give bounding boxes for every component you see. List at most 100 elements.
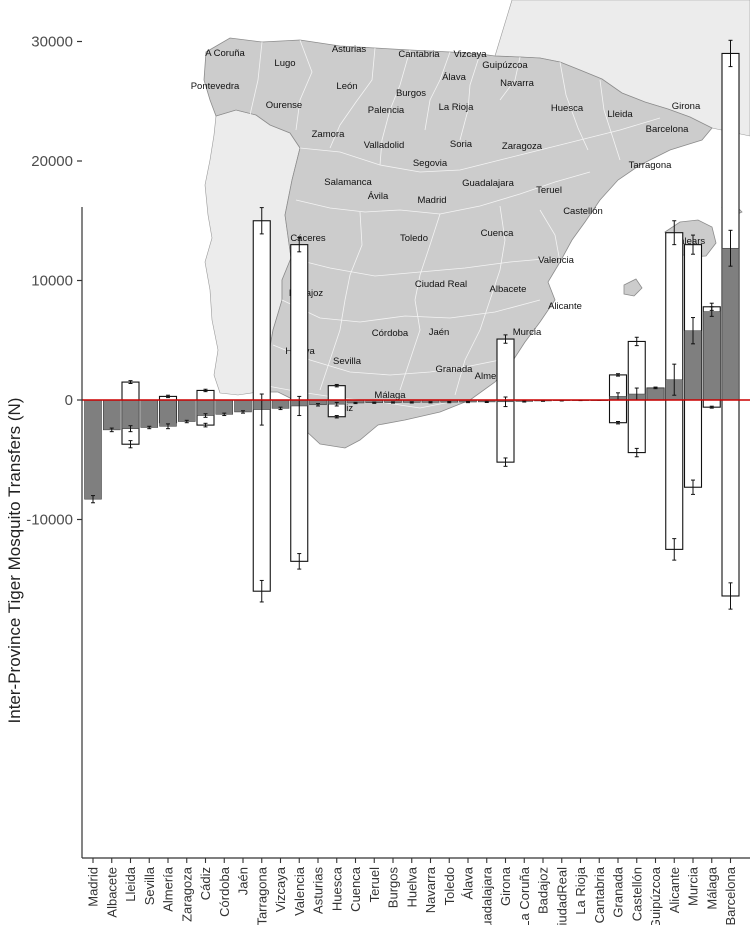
province-label: Cantabria xyxy=(398,49,440,60)
province-label: Toledo xyxy=(400,233,428,244)
province-label: Zaragoza xyxy=(502,141,543,152)
province-label: Ciudad Real xyxy=(415,279,467,290)
x-tick-label: Castellón xyxy=(629,867,644,921)
x-tick-label: Cádiz xyxy=(198,867,213,900)
net-bar xyxy=(140,399,158,428)
province-label: A Coruña xyxy=(205,48,245,59)
x-tick-label: Huelva xyxy=(404,866,419,907)
province-label: Tarragona xyxy=(629,160,672,171)
y-ticks: -10000 0 10000 20000 30000 xyxy=(26,34,82,529)
province-label: Guadalajara xyxy=(462,178,514,189)
province-label: Palencia xyxy=(368,105,405,116)
x-tick-label: Albacete xyxy=(104,867,119,918)
province-label: Cáceres xyxy=(290,233,326,244)
x-tick-label: Navarra xyxy=(423,866,438,913)
x-tick-label: Granada xyxy=(611,866,626,917)
province-label: Ourense xyxy=(266,100,302,111)
x-tick-label: Burgos xyxy=(386,867,401,909)
x-tick-label: Vizcaya xyxy=(273,866,288,912)
province-label: Lugo xyxy=(274,58,295,69)
x-tick-label: Tarragona xyxy=(254,866,269,925)
net-bars xyxy=(84,229,740,504)
x-tick-label: La Rioja xyxy=(573,866,588,914)
x-tick-label: Almería xyxy=(161,866,176,912)
province-label: Segovia xyxy=(413,158,448,169)
province-label: Pontevedra xyxy=(191,81,240,92)
y-tick-label: 10000 xyxy=(31,273,73,290)
x-tick-label: Girona xyxy=(498,866,513,906)
province-label: Salamanca xyxy=(324,177,372,188)
y-axis-label: Inter-Province Tiger Mosquito Transfers … xyxy=(5,398,24,724)
province-label: Sevilla xyxy=(333,356,362,367)
net-bar xyxy=(721,247,740,401)
province-label: Granada xyxy=(436,364,474,375)
x-tick-label: Madrid xyxy=(86,867,101,907)
net-bar xyxy=(215,399,233,415)
ibiza-island xyxy=(623,278,643,297)
net-bar xyxy=(159,399,177,427)
x-tick-label: Zaragoza xyxy=(179,866,194,922)
province-label: Zamora xyxy=(312,129,345,140)
net-bar xyxy=(646,387,665,401)
net-bar xyxy=(84,399,102,500)
x-tick-label: Badajoz xyxy=(536,867,551,914)
x-tick-label: Asturias xyxy=(311,867,326,914)
province-label: Balears xyxy=(673,236,705,247)
x-tick-label: Huesca xyxy=(329,866,344,911)
province-label: Valladolid xyxy=(364,140,405,151)
y-tick-label: -10000 xyxy=(26,512,73,529)
x-tick-label: Lleida xyxy=(123,866,138,901)
net-bar xyxy=(121,399,140,429)
spain-map: A Coruña Lugo Asturias Cantabria VizcayaGuip… xyxy=(191,0,750,449)
y-tick-label: 30000 xyxy=(31,34,73,51)
x-tick-label: Córdoba xyxy=(217,866,232,917)
province-label: Guipúzcoa xyxy=(482,60,528,71)
x-tick-label: Cantabria xyxy=(592,866,607,923)
net-bar xyxy=(196,399,215,416)
province-label: Álava xyxy=(442,72,466,83)
province-label: Asturias xyxy=(332,44,367,55)
province-label: Girona xyxy=(672,101,701,112)
province-label: Albacete xyxy=(490,284,527,295)
x-tick-label: Teruel xyxy=(367,867,382,903)
x-tick-label: Alicante xyxy=(667,867,682,913)
province-label: Málaga xyxy=(374,390,406,401)
province-borders xyxy=(249,39,661,409)
province-label: Teruel xyxy=(536,185,562,196)
province-label: Cuenca xyxy=(481,228,514,239)
spain-land xyxy=(203,37,713,449)
province-label: Valencia xyxy=(538,255,574,266)
x-tick-label: Murcia xyxy=(686,866,701,906)
x-tick-label: Málaga xyxy=(704,866,719,909)
province-label: Ávila xyxy=(368,191,389,202)
province-label: Lleida xyxy=(607,109,633,120)
province-label: Soria xyxy=(450,139,473,150)
x-tick-label: Álava xyxy=(461,866,476,899)
x-tick-label: Jaén xyxy=(236,867,251,895)
x-tick-label: Toledo xyxy=(442,867,457,905)
x-tick-label: Sevilla xyxy=(142,866,157,905)
province-label: Almería xyxy=(475,371,508,382)
province-label: Burgos xyxy=(396,88,426,99)
y-tick-label: 20000 xyxy=(31,153,73,170)
x-ticks: Madrid Albacete Lleida Sevilla Almería Zarago… xyxy=(86,858,738,925)
y-tick-label: 0 xyxy=(65,392,73,409)
x-tick-label: Cuenca xyxy=(348,866,363,912)
x-tick-label: La Coruña xyxy=(517,866,532,925)
net-bar xyxy=(234,399,252,413)
net-bar xyxy=(178,399,196,422)
province-label: Castellón xyxy=(563,206,603,217)
x-tick-label: Guadalajara xyxy=(479,866,494,925)
x-tick-label: Valencia xyxy=(292,866,307,916)
net-bar xyxy=(703,311,721,401)
province-label: Navarra xyxy=(500,78,535,89)
province-label: Córdoba xyxy=(372,328,409,339)
net-bar xyxy=(103,399,121,431)
province-label: Huesca xyxy=(551,103,584,114)
x-tick-label: CiudadReal xyxy=(554,867,569,925)
province-label: La Rioja xyxy=(439,102,475,113)
province-label: Vizcaya xyxy=(453,49,487,60)
